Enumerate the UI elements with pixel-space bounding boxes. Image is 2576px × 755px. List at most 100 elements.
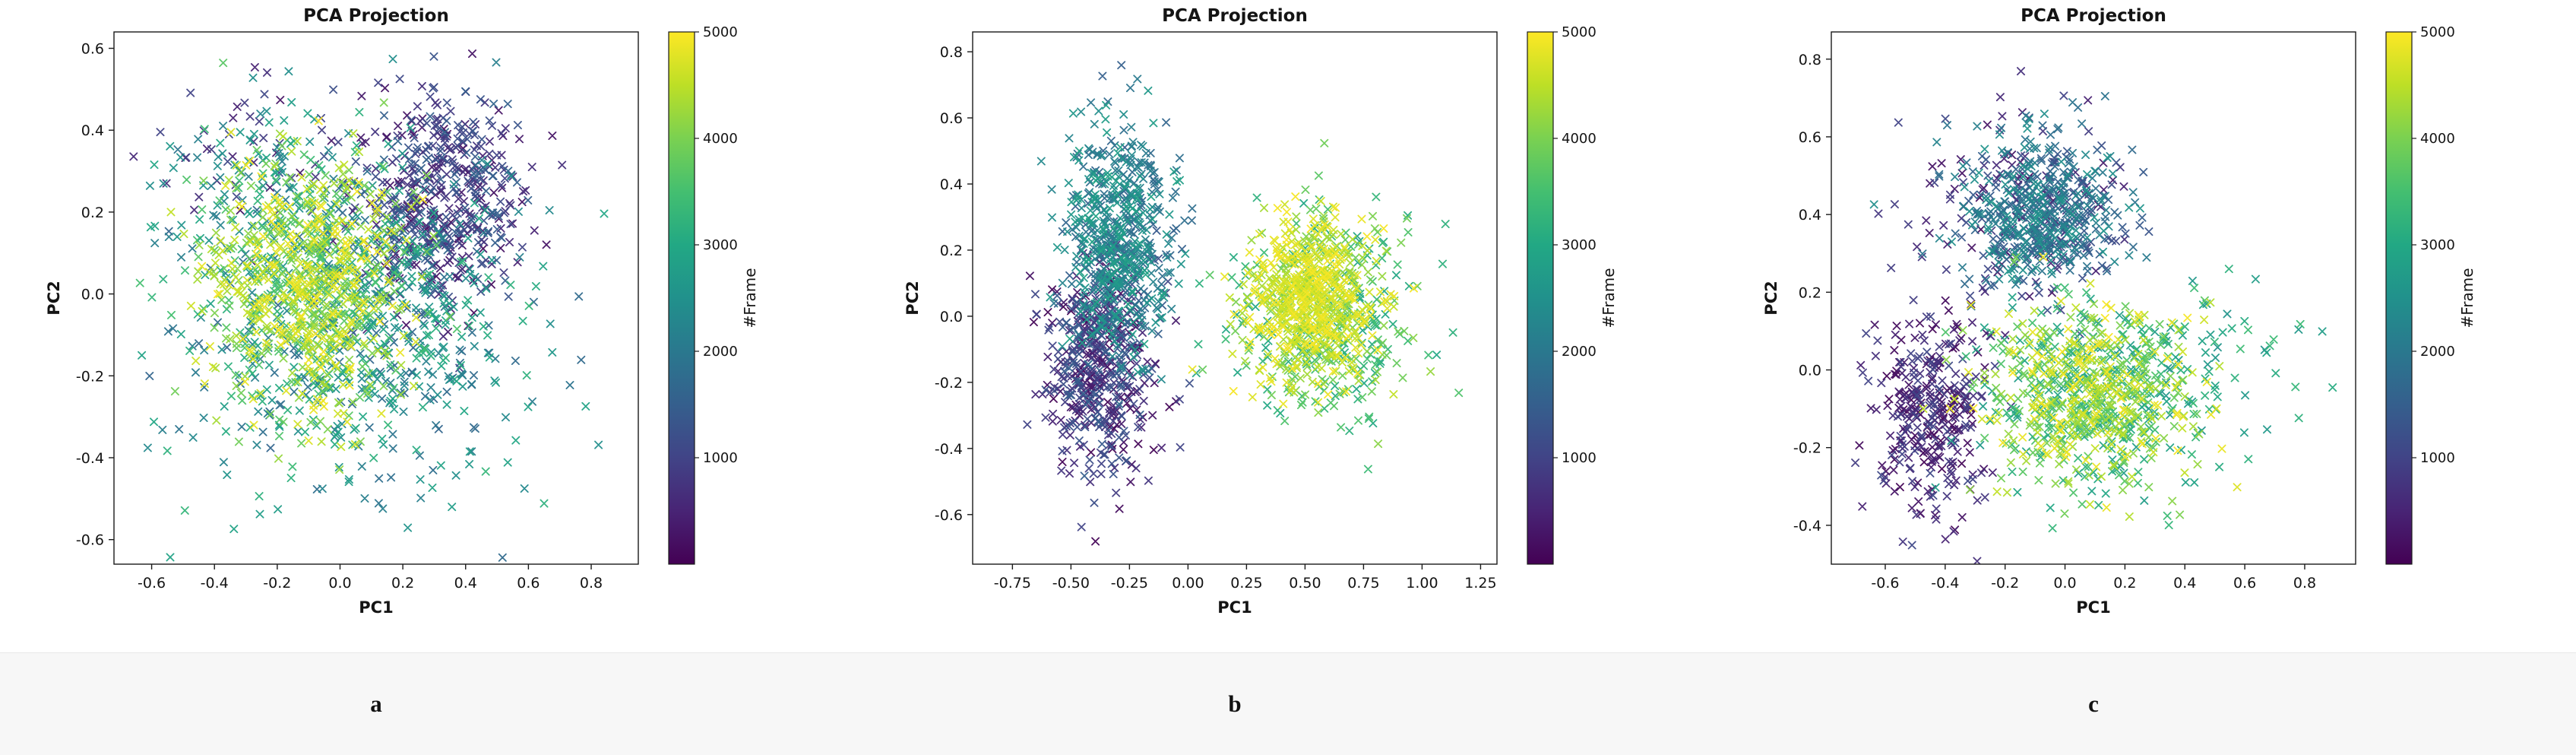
scatter-points [1851,67,2337,564]
pca-plot-c: -0.6 -0.4 -0.2 0.0 0.2 0.4 0.6 0.8 -0.4 -0.2 0.0 0.… [1762,6,2476,617]
colorbar-tick-label: 2000 [2420,344,2455,360]
x-tick-label: 0.4 [454,575,477,592]
x-tick-label: 0.4 [2173,575,2196,592]
x-axis-label: PC1 [359,598,393,617]
x-axis-label: PC1 [1217,598,1252,617]
plot-title: PCA Projection [1162,6,1308,26]
colorbar-tick-label: 4000 [2420,131,2455,147]
colorbar-tick-label: 3000 [703,237,738,253]
x-tick-label: -0.2 [1991,575,2019,592]
y-tick-label: 0.0 [81,287,104,303]
x-tick-label: -0.6 [138,575,166,592]
y-axis-label: PC2 [903,281,922,315]
x-tick-label: -0.4 [201,575,229,592]
y-tick-label: 0.6 [940,110,963,127]
y-tick-label: -0.4 [1793,518,1821,535]
scatter-points [129,49,609,562]
scatter-points [1023,61,1464,546]
x-tick-label: 0.8 [2293,575,2316,592]
colorbar-gradient [1527,32,1553,564]
caption-band [0,652,2576,755]
x-tick-label: 0.75 [1347,575,1379,592]
colorbar-frame [2385,31,2413,565]
pca-plot-a: -0.6 -0.4 -0.2 0.0 0.2 0.4 0.6 0.8 -0.6 -0.4 -0.2 0… [45,6,759,617]
y-tick-label: -0.4 [76,450,104,467]
plot-title: PCA Projection [303,6,449,26]
axes-frame [972,31,1498,565]
colorbar-tick-label: 1000 [703,450,738,466]
y-tick-label: -0.2 [76,368,104,385]
x-tick-label: -0.75 [994,575,1031,592]
x-tick-label: 1.25 [1464,575,1496,592]
y-tick-label: 0.2 [940,243,963,259]
x-tick-label: 0.2 [2113,575,2136,592]
x-tick-label: 0.8 [580,575,603,592]
y-tick-label: 0.4 [940,176,963,193]
panel-label-c: c [2088,690,2099,717]
y-tick-label: 0.6 [1799,129,1821,146]
pca-plot-b-container: -0.75 -0.50 -0.25 0.00 0.25 0.50 0.75 1.00 1.25 -… [859,0,1717,654]
colorbar-gradient [669,32,695,564]
pca-plot-a-container: -0.6 -0.4 -0.2 0.0 0.2 0.4 0.6 0.8 -0.6 -0.4 -0.2 0… [0,0,859,654]
plot-title: PCA Projection [2021,6,2166,26]
colorbar-label: #Frame [1600,268,1618,328]
colorbar-label: #Frame [2458,268,2476,328]
x-tick-label: 0.2 [391,575,414,592]
y-tick-label: -0.2 [1793,440,1821,457]
x-tick-label: -0.50 [1052,575,1090,592]
y-tick-label: 0.0 [1799,363,1821,379]
colorbar-tick-label: 5000 [703,24,738,40]
colorbar-tick-label: 5000 [2420,24,2455,40]
y-tick-label: 0.8 [940,44,963,61]
colorbar-tick-label: 2000 [703,344,738,360]
colorbar-tick-label: 4000 [703,131,738,147]
colorbar-tick-label: 3000 [1562,237,1597,253]
y-tick-label: -0.6 [76,532,104,549]
panel-label-a: a [370,690,382,717]
x-tick-label: -0.25 [1111,575,1148,592]
x-tick-label: 0.25 [1230,575,1262,592]
x-tick-label: 0.0 [2053,575,2076,592]
x-axis-label: PC1 [2076,598,2110,617]
pca-figures-row: -0.6 -0.4 -0.2 0.0 0.2 0.4 0.6 0.8 -0.6 -0.4 -0.2 0… [0,0,2576,718]
y-tick-label: -0.4 [935,441,963,458]
panel-label-b: b [1228,690,1242,717]
x-tick-label: 0.50 [1289,575,1321,592]
x-tick-label: 0.6 [2233,575,2256,592]
y-tick-label: 0.8 [1799,52,1821,68]
x-tick-label: 0.00 [1172,575,1204,592]
y-tick-label: 0.2 [81,205,104,221]
x-tick-label: -0.4 [1931,575,1959,592]
x-tick-label: 0.0 [328,575,351,592]
pca-plot-b: -0.75 -0.50 -0.25 0.00 0.25 0.50 0.75 1.00 1.25 -… [903,6,1618,617]
axes-frame [1831,31,2356,565]
figure-panel-b: -0.75 -0.50 -0.25 0.00 0.25 0.50 0.75 1.00 1.25 -… [859,0,1717,718]
colorbar-frame [1527,31,1554,565]
y-tick-label: -0.6 [935,507,963,524]
y-tick-label: 0.4 [81,122,104,139]
x-tick-label: 0.6 [517,575,540,592]
y-axis-label: PC2 [45,281,63,315]
axes-frame [113,31,639,565]
colorbar-gradient [2386,32,2412,564]
x-tick-label: -0.6 [1871,575,1899,592]
y-axis-label: PC2 [1762,281,1780,315]
colorbar-frame [668,31,695,565]
colorbar-tick-label: 3000 [2420,237,2455,253]
colorbar-tick-label: 1000 [1562,450,1597,466]
colorbar-tick-label: 1000 [2420,450,2455,466]
y-tick-label: 0.4 [1799,207,1821,224]
colorbar-label: #Frame [741,268,759,328]
colorbar-tick-label: 4000 [1562,131,1597,147]
pca-plot-c-container: -0.6 -0.4 -0.2 0.0 0.2 0.4 0.6 0.8 -0.4 -0.2 0.0 0.… [1717,0,2576,654]
y-tick-label: 0.2 [1799,284,1821,301]
colorbar-tick-label: 5000 [1562,24,1597,40]
colorbar-tick-label: 2000 [1562,344,1597,360]
y-tick-label: -0.2 [935,375,963,392]
x-tick-label: -0.2 [263,575,291,592]
x-tick-label: 1.00 [1406,575,1438,592]
y-tick-label: 0.6 [81,41,104,58]
y-tick-label: 0.0 [940,309,963,325]
figure-panel-a: -0.6 -0.4 -0.2 0.0 0.2 0.4 0.6 0.8 -0.6 -0.4 -0.2 0… [0,0,859,718]
